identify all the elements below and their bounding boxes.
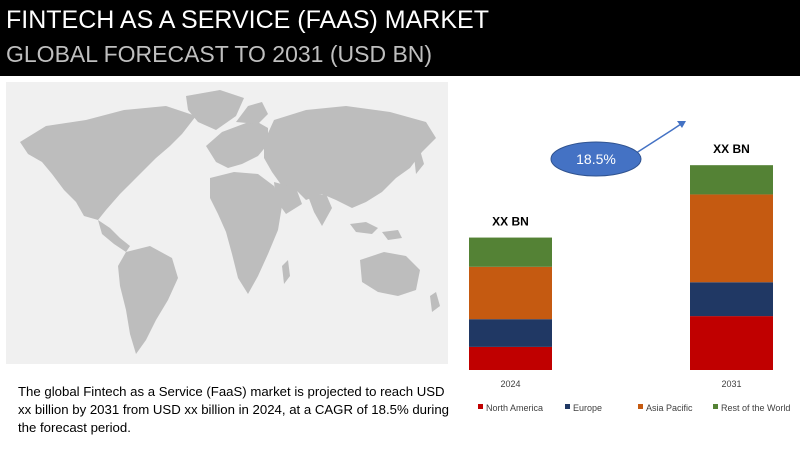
bar-2024-asia-pacific [469, 266, 552, 320]
bar-2031-asia-pacific [690, 194, 773, 283]
cagr-bubble [550, 141, 642, 177]
page-title: FINTECH AS A SERVICE (FAAS) MARKET [6, 6, 489, 34]
bar-2031-north-america [690, 316, 773, 370]
header-banner: FINTECH AS A SERVICE (FAAS) MARKET GLOBA… [0, 0, 800, 76]
stacked-bar-chart: XX BN XX BN 2024 2031 18.5% North America E… [469, 121, 790, 413]
page-subtitle: GLOBAL FORECAST TO 2031 (USD BN) [6, 41, 433, 67]
x-tick-label: 2031 [721, 379, 741, 389]
bar-2031-europe [690, 282, 773, 317]
legend-swatch [638, 404, 643, 409]
bar-2024-north-america [469, 346, 552, 370]
legend-swatch [478, 404, 483, 409]
bar-2031-rest-of-the-world [690, 165, 773, 195]
world-map-panel [6, 82, 448, 364]
bar-2024-europe [469, 319, 552, 347]
market-description: The global Fintech as a Service (FaaS) m… [18, 384, 450, 435]
legend-swatch [565, 404, 570, 409]
cagr-label: 18.5% [576, 151, 616, 167]
world-map-icon [20, 90, 440, 354]
legend-label: Asia Pacific [646, 403, 693, 413]
cagr-arrowhead [677, 121, 686, 128]
legend-swatch [713, 404, 718, 409]
bar-total-label: XX BN [713, 142, 750, 156]
x-tick-label: 2024 [500, 379, 520, 389]
bar-2024-rest-of-the-world [469, 237, 552, 267]
legend-label: Europe [573, 403, 602, 413]
legend-label: North America [486, 403, 543, 413]
legend-label: Rest of the World [721, 403, 790, 413]
cagr-arrow [629, 123, 682, 158]
bar-total-label: XX BN [492, 215, 529, 229]
